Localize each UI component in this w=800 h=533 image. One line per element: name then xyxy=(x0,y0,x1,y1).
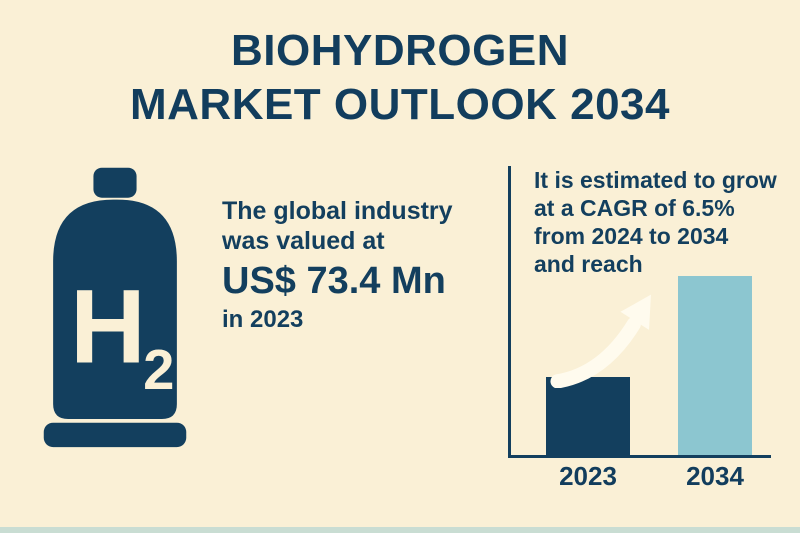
chart-baseline xyxy=(509,455,771,458)
market-value: US$ 73.4 Mn xyxy=(222,260,446,302)
bar-label-2023: 2023 xyxy=(559,461,617,491)
growth-arrow-icon xyxy=(550,294,651,388)
page-title: BIOHYDROGEN MARKET OUTLOOK 2034 xyxy=(0,24,800,131)
valuation-line-1: The global industry xyxy=(222,197,453,225)
h2-symbol: H xyxy=(70,269,146,386)
valuation-year: in 2023 xyxy=(222,306,304,333)
growth-arrow-shaft xyxy=(550,317,641,388)
growth-line-4: and reach xyxy=(534,251,643,277)
growth-block: It is estimated to grow at a CAGR of 6.5… xyxy=(534,166,790,278)
bar-2023 xyxy=(546,377,630,455)
growth-line-3: from 2024 to 2034 xyxy=(534,223,729,249)
growth-line-2: at a CAGR of 6.5% xyxy=(534,195,735,221)
bar-label-2034: 2034 xyxy=(686,461,744,491)
cylinder-base xyxy=(43,422,187,448)
title-line-2: MARKET OUTLOOK 2034 xyxy=(129,79,670,129)
hydrogen-cylinder-svg: H 2 xyxy=(43,167,187,448)
h2-subscript: 2 xyxy=(143,338,174,401)
cylinder-cap xyxy=(93,167,137,198)
valuation-block: The global industry was valued at US$ 73… xyxy=(222,196,502,335)
growth-arrow-head xyxy=(620,294,651,330)
valuation-line-2: was valued at xyxy=(222,227,385,255)
section-divider-axis xyxy=(508,166,511,458)
bar-2034 xyxy=(678,276,752,455)
growth-line-1: It is estimated to grow xyxy=(534,167,777,193)
title-line-1: BIOHYDROGEN xyxy=(231,26,569,75)
cylinder-body xyxy=(53,199,177,419)
hydrogen-cylinder-icon: H 2 xyxy=(40,162,190,464)
footer-strip xyxy=(0,527,800,533)
